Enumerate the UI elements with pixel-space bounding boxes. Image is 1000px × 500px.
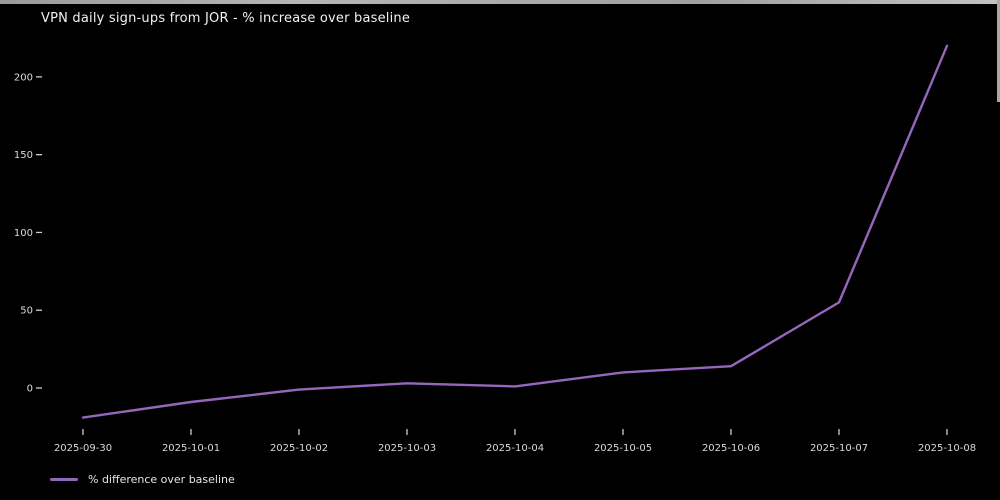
x-tick-label: 2025-10-03: [378, 443, 436, 454]
legend: % difference over baseline: [50, 473, 235, 486]
y-tick-label: 150: [14, 150, 33, 161]
legend-line-swatch: [50, 478, 78, 481]
y-tick-label: 100: [14, 228, 33, 239]
x-tick-label: 2025-09-30: [54, 443, 112, 454]
x-tick-label: 2025-10-08: [918, 443, 976, 454]
y-tick-label: 200: [14, 72, 33, 83]
legend-label: % difference over baseline: [88, 473, 235, 486]
chart-title: VPN daily sign-ups from JOR - % increase…: [41, 11, 411, 26]
data-line: [81, 44, 949, 419]
y-tick-label: 0: [27, 384, 33, 395]
x-tick-label: 2025-10-05: [594, 443, 652, 454]
x-tick-label: 2025-10-01: [162, 443, 220, 454]
x-tick-label: 2025-10-04: [486, 443, 544, 454]
x-tick-label: 2025-10-07: [810, 443, 868, 454]
x-tick-label: 2025-10-02: [270, 443, 328, 454]
window-top-border: [0, 0, 1000, 4]
y-tick-label: 50: [20, 306, 33, 317]
window-right-border: [997, 0, 1000, 102]
x-tick-label: 2025-10-06: [702, 443, 760, 454]
